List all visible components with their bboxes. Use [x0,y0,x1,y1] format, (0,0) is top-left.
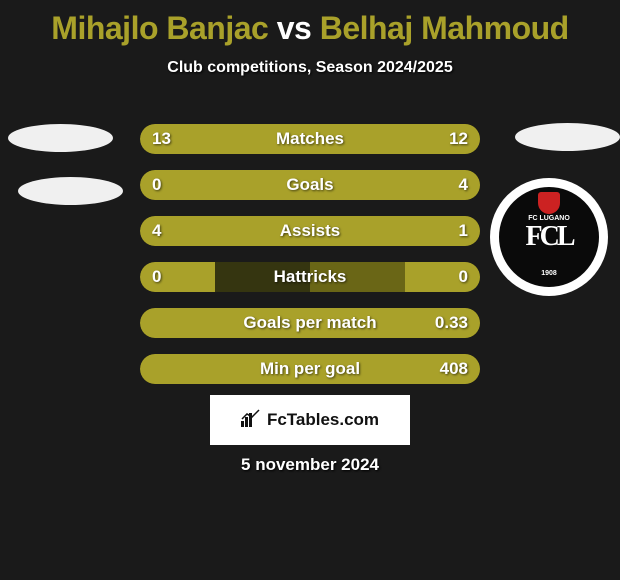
club-top-text: FC LUGANO [501,215,597,222]
footer-logo-text: FcTables.com [267,410,379,430]
chart-icon [241,409,263,432]
stat-row: Goals per match0.33 [140,308,480,338]
stat-value-right: 0.33 [435,308,468,338]
player1-club-placeholder [18,177,123,205]
footer-date: 5 november 2024 [0,455,620,475]
stat-label: Hattricks [140,262,480,292]
stat-value-right: 408 [440,354,468,384]
club-bottom-text: 1908 [501,270,597,277]
stat-row: 13Matches12 [140,124,480,154]
stat-row: 0Goals4 [140,170,480,200]
comparison-title: Mihajlo Banjac vs Belhaj Mahmoud [0,0,620,47]
player2-club-badge: FC LUGANO FCL 1908 [490,178,608,296]
stat-label: Matches [140,124,480,154]
stat-row: 4Assists1 [140,216,480,246]
comparison-bars: 13Matches120Goals44Assists10Hattricks0Go… [140,124,480,400]
stat-row: Min per goal408 [140,354,480,384]
stat-value-right: 1 [459,216,468,246]
club-monogram: FCL [526,221,573,253]
vs-text: vs [277,10,312,46]
player2-name: Belhaj Mahmoud [320,10,569,46]
player2-avatar-placeholder [515,123,620,151]
player1-avatar-placeholder [8,124,113,152]
club-badge-inner: FC LUGANO FCL 1908 [499,187,599,287]
stat-value-right: 0 [459,262,468,292]
footer-logo: FcTables.com [210,395,410,445]
stat-value-right: 4 [459,170,468,200]
stat-label: Goals per match [140,308,480,338]
player1-name: Mihajlo Banjac [51,10,268,46]
stat-row: 0Hattricks0 [140,262,480,292]
stat-label: Min per goal [140,354,480,384]
stat-value-right: 12 [449,124,468,154]
subtitle: Club competitions, Season 2024/2025 [0,59,620,77]
stat-label: Goals [140,170,480,200]
club-shield-icon [538,192,560,214]
stat-label: Assists [140,216,480,246]
